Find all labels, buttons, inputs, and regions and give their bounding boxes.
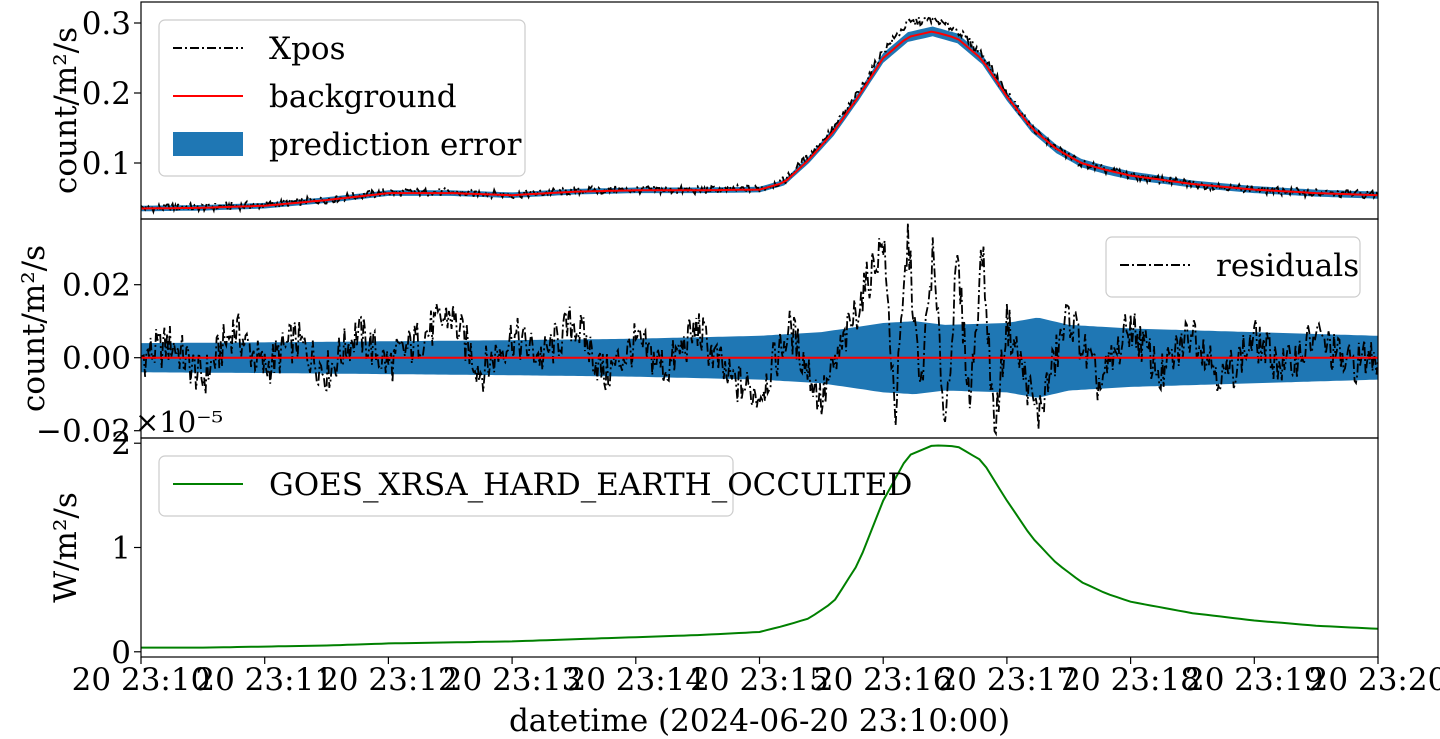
legend-box — [158, 455, 734, 517]
y-tick-label: 0.1 — [82, 146, 131, 182]
y-offset-label: ×10⁻⁵ — [135, 405, 223, 439]
x-tick-label: 20 23:20 — [1309, 662, 1440, 698]
x-tick-label: 20 23:17 — [938, 662, 1077, 698]
legend-label: GOES_XRSA_HARD_EARTH_OCCULTED — [269, 467, 912, 503]
plot-area-middle — [141, 222, 1378, 437]
legend-label: background — [269, 79, 457, 115]
y-tick-label: 2 — [111, 426, 131, 462]
series-line-goes-xrsa-hard-earth-occulted — [141, 444, 1378, 649]
y-tick-label: 1 — [111, 531, 131, 567]
y-axis-label: count/m²/s — [16, 245, 52, 412]
y-tick-label: 0 — [111, 635, 131, 671]
x-tick-label: 20 23:19 — [1185, 662, 1324, 698]
panel-middle: −0.02 0.00 0.02 count/m²/s residuals — [16, 218, 1379, 450]
legend-swatch-band — [173, 132, 243, 156]
x-axis-label: datetime (2024-06-20 23:10:00) — [509, 703, 1010, 739]
x-tick-label: 20 23:15 — [690, 662, 829, 698]
y-tick-label: 0.3 — [82, 6, 131, 42]
legend-label: prediction error — [269, 127, 522, 163]
x-tick-label: 20 23:11 — [195, 662, 334, 698]
x-tick-label: 20 23:13 — [443, 662, 582, 698]
legend-box — [158, 19, 526, 177]
legend-label: Xpos — [269, 31, 346, 67]
panel-bottom: 0 1 2 W/m²/s GOES_XRSA_HARD_EARTH_OCCULTED ×1… — [48, 405, 1440, 739]
y-tick-label: −0.02 — [36, 414, 131, 450]
band-prediction-error — [141, 26, 1378, 212]
series-line-background — [141, 30, 1378, 210]
x-tick-label: 20 23:12 — [319, 662, 458, 698]
x-tick-label: 20 23:10 — [72, 662, 211, 698]
y-axis-label: W/m²/s — [48, 492, 84, 602]
series-line-xpos — [141, 15, 1378, 215]
plot-area-top — [141, 15, 1378, 215]
legend-bottom: GOES_XRSA_HARD_EARTH_OCCULTED — [158, 455, 912, 517]
x-tick-label: 20 23:16 — [814, 662, 953, 698]
y-axis-label: count/m²/s — [48, 27, 84, 194]
y-tick-label: 0.02 — [62, 268, 131, 304]
series-line-residuals — [141, 222, 1378, 437]
legend-label: residuals — [1216, 248, 1359, 284]
y-tick-label: 0.2 — [82, 76, 131, 112]
plot-area-bottom — [141, 444, 1378, 649]
x-tick-label: 20 23:14 — [566, 662, 705, 698]
y-tick-label: 0.00 — [62, 341, 131, 377]
legend-top: Xpos background prediction error — [158, 19, 526, 177]
x-tick-label: 20 23:18 — [1061, 662, 1200, 698]
legend-box — [1105, 236, 1361, 298]
legend-middle: residuals — [1105, 236, 1361, 298]
